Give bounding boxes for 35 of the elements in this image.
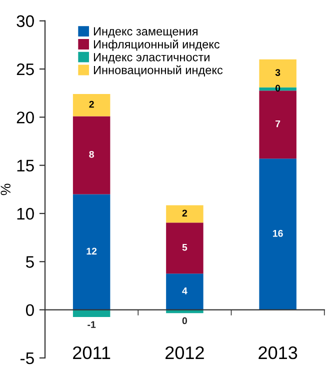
x-tick-label: 2013 — [258, 346, 298, 360]
y-tick-label: 0 — [26, 304, 34, 316]
y-tick-label: 5 — [26, 256, 34, 268]
data-label: -1 — [88, 321, 96, 328]
data-label: 7 — [276, 120, 280, 128]
bar — [72, 94, 110, 116]
y-tick-label: 15 — [17, 160, 34, 172]
y-tick-label: -5 — [20, 352, 34, 364]
data-label: 4 — [182, 288, 188, 294]
y-tick-label: 20 — [16, 112, 34, 124]
legend-label: Индекс замещения — [94, 27, 198, 38]
y-tick-label: 30 — [16, 15, 34, 28]
legend-label: Инновационный индекс — [94, 65, 223, 76]
x-tick-label: 2012 — [166, 346, 204, 360]
legend-label: Индекс эластичности — [94, 53, 210, 64]
data-label: 12 — [86, 248, 97, 255]
x-tick-label: 2011 — [73, 346, 110, 360]
data-label: 8 — [89, 150, 94, 158]
data-label: 2 — [182, 210, 188, 216]
legend-label: Инфляционный индекс — [94, 40, 220, 51]
bar — [166, 222, 204, 274]
y-axis-title: % — [0, 184, 10, 196]
data-label: 2 — [89, 100, 94, 108]
y-tick-label: 10 — [17, 208, 34, 220]
data-label: 5 — [182, 244, 188, 251]
bar — [259, 158, 296, 310]
data-label: 0 — [182, 317, 188, 324]
data-label: 16 — [273, 230, 283, 237]
bar — [72, 194, 110, 310]
bar — [72, 116, 110, 194]
bar — [259, 90, 296, 159]
data-label: 3 — [275, 69, 280, 76]
bar — [166, 205, 204, 223]
bar — [166, 274, 204, 310]
y-tick-label: 25 — [16, 63, 34, 76]
